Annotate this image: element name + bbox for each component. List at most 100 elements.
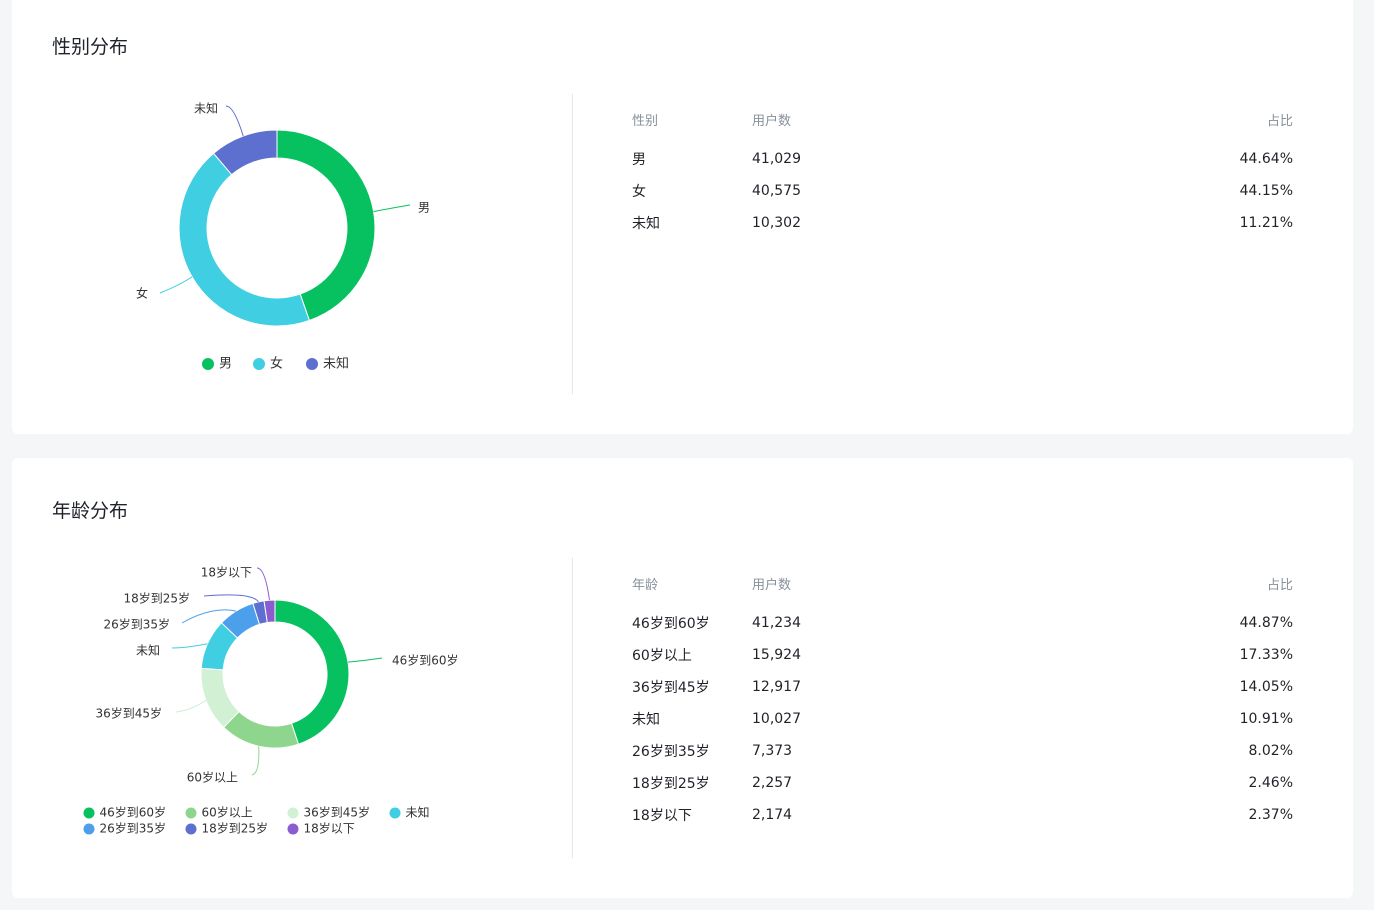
slice-label: 未知 xyxy=(136,644,160,658)
gender-table: 性别 用户数 占比 男 41,029 44.64% 女 40,575 44.15… xyxy=(632,110,1293,239)
row-count: 7,373 xyxy=(752,743,793,759)
leader-line xyxy=(159,276,193,294)
row-count: 10,027 xyxy=(752,711,801,727)
table-row: 26岁到35岁 7,373 8.02% xyxy=(632,735,1293,767)
donut-slice xyxy=(276,129,376,322)
gender-header-pct: 占比 xyxy=(1266,114,1293,129)
legend-marker[interactable] xyxy=(83,823,95,835)
row-count: 41,029 xyxy=(752,151,801,167)
legend-marker[interactable] xyxy=(83,807,95,819)
legend-label[interactable]: 未知 xyxy=(406,806,430,820)
slice-label: 60岁以上 xyxy=(187,770,238,785)
row-count: 41,234 xyxy=(752,615,801,631)
age-header-pct: 占比 xyxy=(1266,578,1293,593)
leader-line xyxy=(347,657,383,663)
table-row: 36岁到45岁 12,917 14.05% xyxy=(632,671,1293,703)
legend-label[interactable]: 男 xyxy=(219,357,232,372)
legend-label[interactable]: 18岁到25岁 xyxy=(202,821,269,836)
leader-line xyxy=(171,643,208,649)
donut-slice xyxy=(222,710,300,749)
row-pct: 44.15% xyxy=(1239,183,1293,199)
donut-slice xyxy=(263,599,276,624)
legend-marker[interactable] xyxy=(185,823,197,835)
age-donut-chart: 46岁到60岁60岁以上36岁到45岁未知26岁到35岁18岁到25岁18岁以下… xyxy=(83,565,459,836)
gender-header-name: 性别 xyxy=(632,114,659,129)
row-name: 未知 xyxy=(632,712,660,728)
legend-marker[interactable] xyxy=(202,358,214,370)
table-row: 18岁以下 2,174 2.37% xyxy=(632,799,1293,831)
leader-line xyxy=(251,746,260,776)
age-header-count: 用户数 xyxy=(752,578,792,593)
row-name: 18岁以下 xyxy=(632,808,692,824)
slice-label: 男 xyxy=(418,201,430,215)
leader-line xyxy=(175,699,207,713)
table-row: 未知 10,027 10.91% xyxy=(632,703,1293,735)
row-name: 18岁到25岁 xyxy=(632,776,710,792)
donut-slice xyxy=(274,599,350,745)
age-title: 年龄分布 xyxy=(52,500,129,522)
legend-marker[interactable] xyxy=(287,823,299,835)
gender-donut-chart: 男女未知男女未知 xyxy=(136,102,430,372)
row-pct: 2.46% xyxy=(1248,775,1293,791)
legend-marker[interactable] xyxy=(185,807,197,819)
slice-label: 未知 xyxy=(194,102,218,116)
row-name: 女 xyxy=(632,184,646,200)
leader-line xyxy=(181,609,237,624)
leader-line xyxy=(203,594,259,603)
age-header-name: 年龄 xyxy=(632,578,659,593)
row-name: 36岁到45岁 xyxy=(632,680,710,696)
legend-marker[interactable] xyxy=(253,358,265,370)
row-pct: 44.87% xyxy=(1239,615,1293,631)
row-count: 10,302 xyxy=(752,215,801,231)
slice-label: 36岁到45岁 xyxy=(95,706,162,721)
row-count: 2,257 xyxy=(752,775,793,791)
legend-label[interactable]: 女 xyxy=(270,356,283,372)
legend-label[interactable]: 18岁以下 xyxy=(304,821,355,836)
row-name: 男 xyxy=(632,152,646,168)
legend-marker[interactable] xyxy=(389,807,401,819)
donut-slice xyxy=(178,152,311,327)
gender-header-count: 用户数 xyxy=(752,114,792,129)
age-divider xyxy=(572,558,573,858)
table-row: 18岁到25岁 2,257 2.46% xyxy=(632,767,1293,799)
age-table-header: 年龄 用户数 占比 xyxy=(632,574,1293,607)
slice-label: 18岁到25岁 xyxy=(123,591,190,606)
legend-label[interactable]: 60岁以上 xyxy=(202,805,253,820)
legend-marker[interactable] xyxy=(287,807,299,819)
row-pct: 44.64% xyxy=(1239,151,1293,167)
donut-slice xyxy=(212,129,278,176)
row-name: 26岁到35岁 xyxy=(632,744,710,760)
age-card: 年龄分布 46岁到60岁 60岁以上 36岁到45岁 未知 26岁到35岁 18岁到25岁… xyxy=(12,458,1353,898)
gender-table-header: 性别 用户数 占比 xyxy=(632,110,1293,143)
row-name: 未知 xyxy=(632,216,660,232)
row-pct: 8.02% xyxy=(1248,743,1293,759)
age-table: 年龄 用户数 占比 46岁到60岁 41,234 44.87% 60岁以上 15… xyxy=(632,574,1293,831)
slice-label: 26岁到35岁 xyxy=(103,617,170,632)
row-name: 60岁以上 xyxy=(632,648,692,664)
row-count: 40,575 xyxy=(752,183,801,199)
leader-line xyxy=(373,204,411,213)
row-pct: 17.33% xyxy=(1239,647,1293,663)
legend-label[interactable]: 36岁到45岁 xyxy=(304,805,371,820)
leader-line xyxy=(225,105,244,137)
row-count: 2,174 xyxy=(752,807,793,823)
row-count: 15,924 xyxy=(752,647,801,663)
slice-label: 18岁以下 xyxy=(201,565,252,580)
table-row: 未知 10,302 11.21% xyxy=(632,207,1293,239)
row-pct: 10.91% xyxy=(1239,711,1293,727)
slice-label: 46岁到60岁 xyxy=(392,653,459,668)
gender-title: 性别分布 xyxy=(52,36,129,58)
slice-label: 女 xyxy=(136,286,148,301)
legend-label[interactable]: 未知 xyxy=(323,356,349,372)
table-row: 男 41,029 44.64% xyxy=(632,143,1293,175)
table-row: 女 40,575 44.15% xyxy=(632,175,1293,207)
row-name: 46岁到60岁 xyxy=(632,616,710,632)
legend-label[interactable]: 46岁到60岁 xyxy=(100,805,167,820)
row-count: 12,917 xyxy=(752,679,801,695)
row-pct: 2.37% xyxy=(1248,807,1293,823)
table-row: 46岁到60岁 41,234 44.87% xyxy=(632,607,1293,639)
row-pct: 14.05% xyxy=(1239,679,1293,695)
row-pct: 11.21% xyxy=(1239,215,1293,231)
legend-label[interactable]: 26岁到35岁 xyxy=(100,821,167,836)
legend-marker[interactable] xyxy=(306,358,318,370)
